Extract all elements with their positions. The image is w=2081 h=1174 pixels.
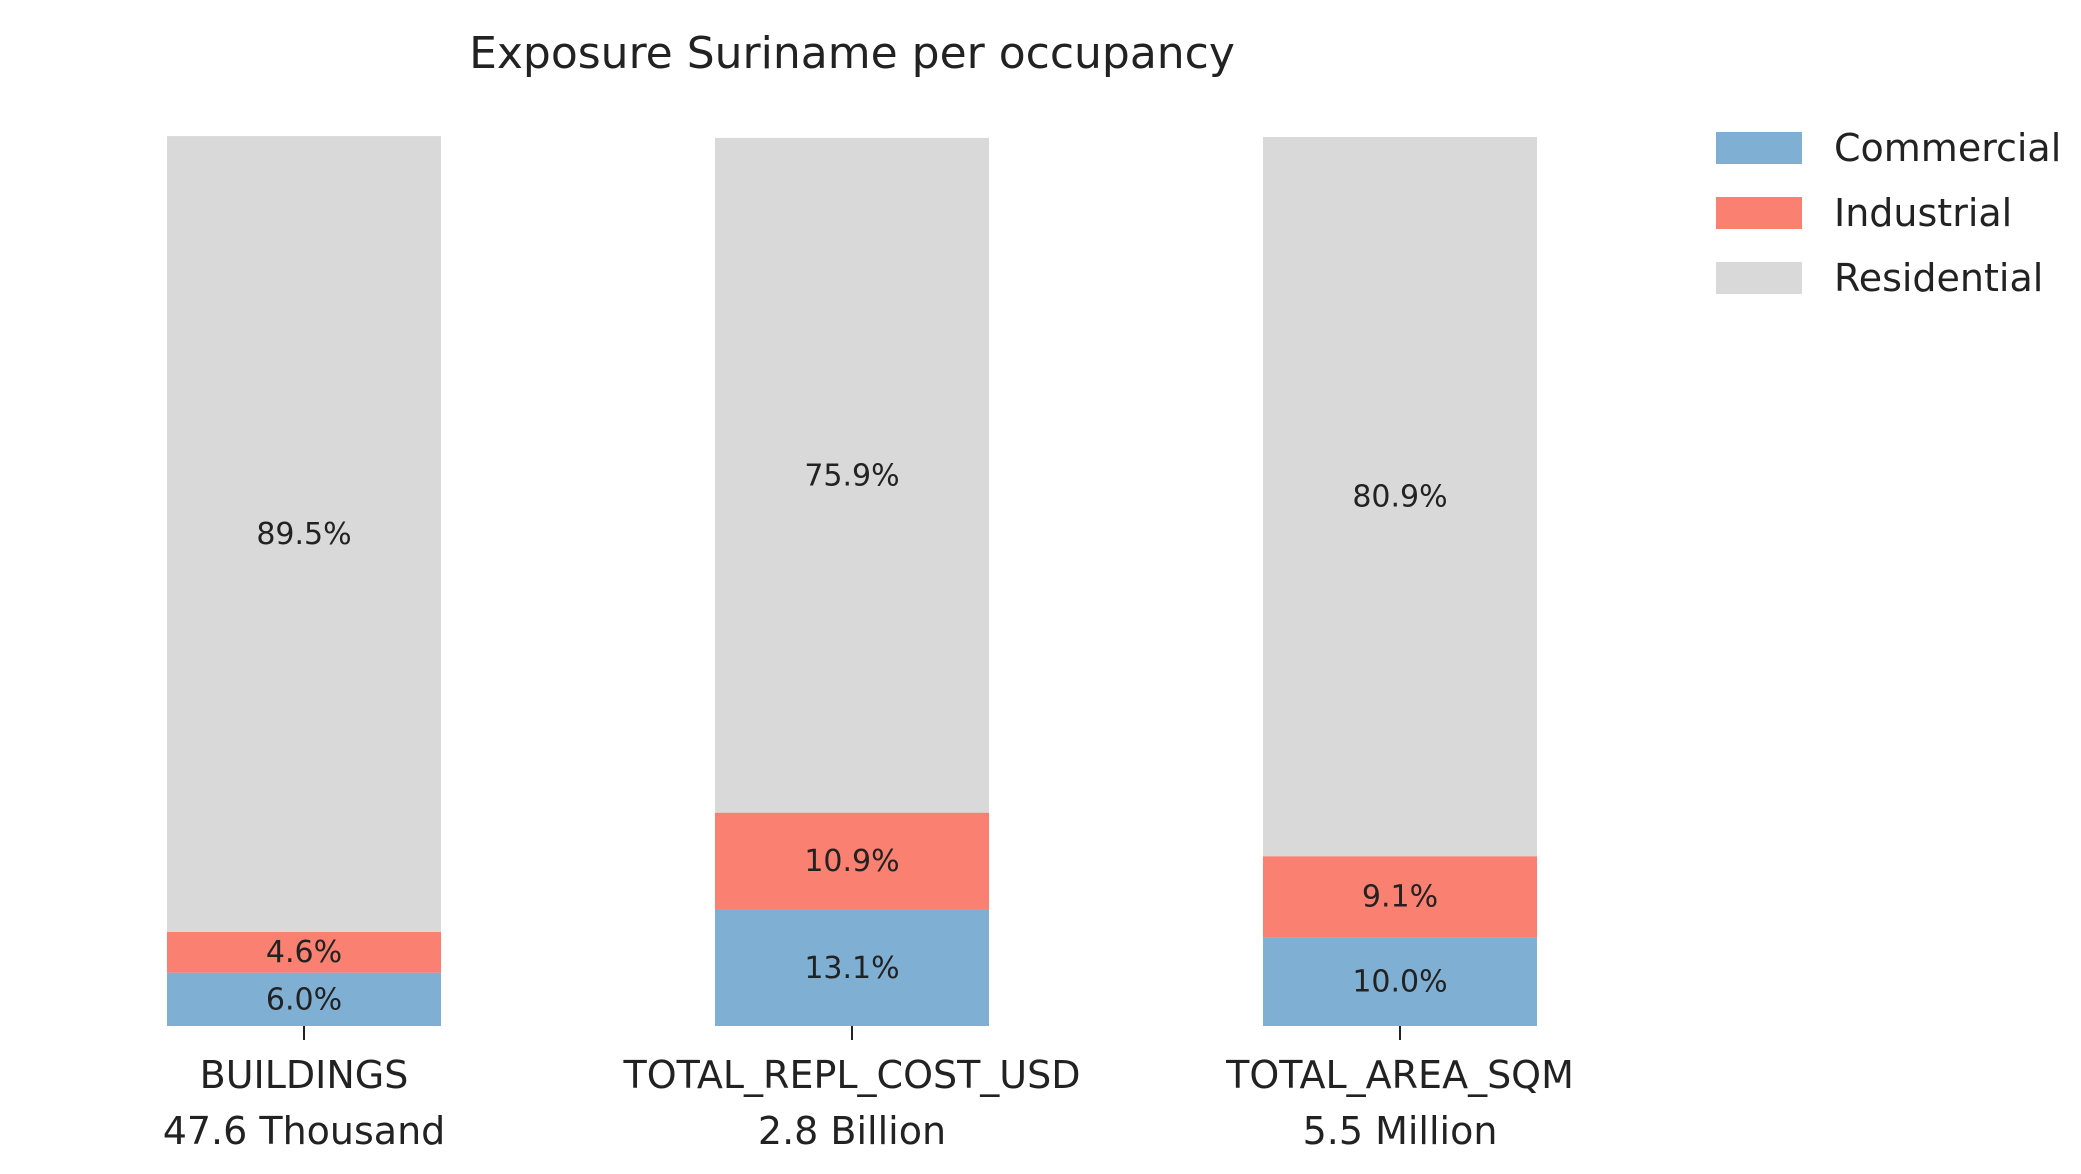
x-tick-label-buildings: BUILDINGS — [200, 1053, 409, 1097]
x-tick-label-total-repl-cost-usd: TOTAL_REPL_COST_USD — [622, 1053, 1080, 1097]
data-label-total-repl-cost-usd-commercial: 13.1% — [804, 951, 899, 986]
chart-title: Exposure Suriname per occupancy — [469, 28, 1235, 79]
bar-buildings-residential — [167, 136, 441, 932]
data-label-total-repl-cost-usd-industrial: 10.9% — [804, 844, 899, 879]
legend-swatch-industrial — [1716, 197, 1802, 229]
bar-total-area-sqm-industrial — [1263, 856, 1537, 938]
x-tick-total-total-repl-cost-usd: 2.8 Billion — [758, 1109, 946, 1153]
data-label-buildings-industrial: 4.6% — [266, 935, 342, 970]
bar-total-repl-cost-usd-commercial — [715, 909, 989, 1026]
x-tick-label-total-area-sqm: TOTAL_AREA_SQM — [1225, 1053, 1574, 1097]
legend-swatch-residential — [1716, 262, 1802, 294]
data-label-total-area-sqm-residential: 80.9% — [1352, 480, 1447, 515]
data-label-total-area-sqm-industrial: 9.1% — [1362, 880, 1438, 915]
data-label-buildings-commercial: 6.0% — [266, 982, 342, 1017]
legend-label-residential: Residential — [1834, 256, 2043, 300]
x-axis: BUILDINGS 47.6 Thousand TOTAL_REPL_COST_US… — [163, 1026, 1574, 1153]
legend-swatch-commercial — [1716, 132, 1802, 164]
bar-total-repl-cost-usd-industrial — [715, 812, 989, 910]
data-label-buildings-residential: 89.5% — [256, 517, 351, 552]
bar-total-area-sqm-residential — [1263, 137, 1537, 857]
data-label-total-repl-cost-usd-residential: 75.9% — [804, 458, 899, 493]
x-tick-total-buildings: 47.6 Thousand — [163, 1109, 446, 1153]
legend-label-commercial: Commercial — [1834, 126, 2061, 170]
legend-label-industrial: Industrial — [1834, 191, 2012, 235]
bars-group: 6.0% 4.6% 89.5% 13.1% 10.9% 75.9% 10.0% 9.1% 80.… — [167, 136, 1537, 1026]
bar-buildings-commercial — [167, 972, 441, 1026]
bar-total-area-sqm-commercial — [1263, 937, 1537, 1026]
bar-total-repl-cost-usd-residential — [715, 137, 989, 813]
legend: Commercial Industrial Residential — [1716, 126, 2061, 300]
bar-buildings-industrial — [167, 931, 441, 973]
x-tick-total-total-area-sqm: 5.5 Million — [1303, 1109, 1498, 1153]
data-label-total-area-sqm-commercial: 10.0% — [1352, 965, 1447, 1000]
